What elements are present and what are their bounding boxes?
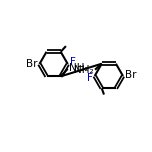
Text: NH₂: NH₂ <box>69 63 88 73</box>
Text: F: F <box>70 57 75 67</box>
Text: F: F <box>86 73 92 83</box>
Text: NH₂: NH₂ <box>74 66 93 75</box>
Text: Br: Br <box>26 59 38 69</box>
Text: Br: Br <box>125 70 136 80</box>
